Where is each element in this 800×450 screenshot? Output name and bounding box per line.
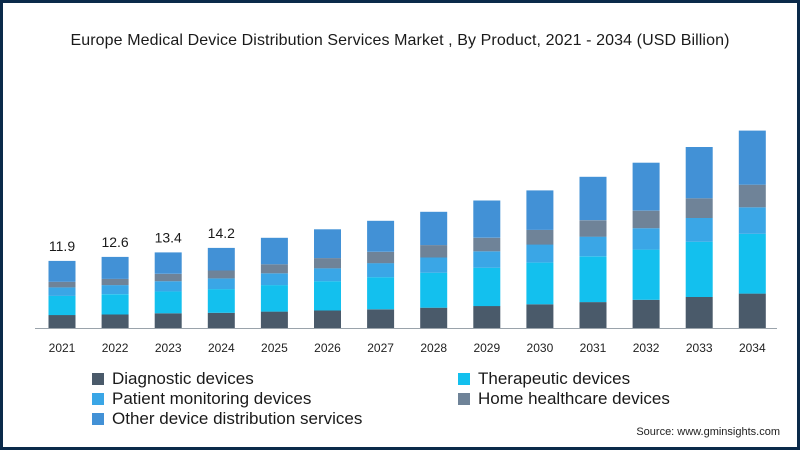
bar-segment-therapeutic-devices-2030 (526, 262, 554, 305)
bar-segment-therapeutic-devices-2032 (632, 249, 660, 300)
bar-segment-other-device-distribution-services-2030 (526, 190, 554, 230)
x-tick-label-2025: 2025 (261, 341, 288, 355)
x-tick-label-2026: 2026 (314, 341, 341, 355)
bar-segment-other-device-distribution-services-2028 (420, 211, 448, 246)
bar-segment-home-healthcare-devices-2025 (260, 264, 288, 274)
x-tick-label-2024: 2024 (208, 341, 235, 355)
bar-segment-home-healthcare-devices-2022 (101, 278, 129, 286)
x-tick-label-2032: 2032 (633, 341, 660, 355)
bar-segment-therapeutic-devices-2031 (579, 256, 607, 303)
bar-segment-diagnostic-devices-2022 (101, 314, 129, 328)
bar-segment-patient-monitoring-devices-2027 (367, 263, 395, 278)
bar-segment-home-healthcare-devices-2026 (314, 258, 341, 269)
bar-segment-therapeutic-devices-2021 (48, 295, 76, 316)
bar-segment-other-device-distribution-services-2031 (579, 176, 607, 221)
bar-segment-other-device-distribution-services-2026 (314, 229, 341, 259)
data-label-2022: 12.6 (101, 234, 128, 250)
bar-segment-patient-monitoring-devices-2023 (154, 281, 182, 292)
x-tick-label-2030: 2030 (527, 341, 554, 355)
bar-segment-home-healthcare-devices-2029 (473, 237, 501, 252)
bar-segment-therapeutic-devices-2034 (738, 233, 766, 294)
bar-segment-diagnostic-devices-2033 (685, 297, 713, 328)
bar-segment-patient-monitoring-devices-2026 (314, 268, 341, 282)
bar-segment-patient-monitoring-devices-2025 (260, 273, 288, 286)
bar-segment-diagnostic-devices-2021 (48, 315, 76, 328)
bar-segment-therapeutic-devices-2023 (154, 291, 182, 314)
bar-segment-therapeutic-devices-2024 (207, 289, 235, 313)
bar-segment-other-device-distribution-services-2024 (207, 247, 235, 271)
data-label-2023: 13.4 (155, 229, 182, 245)
bar-segment-therapeutic-devices-2025 (260, 285, 288, 312)
bar-segment-patient-monitoring-devices-2030 (526, 244, 554, 263)
x-tick-label-2021: 2021 (49, 341, 76, 355)
bar-segment-home-healthcare-devices-2024 (207, 270, 235, 279)
x-tick-label-2028: 2028 (420, 341, 447, 355)
bar-segment-other-device-distribution-services-2033 (685, 147, 713, 199)
bar-segment-therapeutic-devices-2033 (685, 241, 713, 297)
bar-segment-therapeutic-devices-2029 (473, 267, 501, 307)
bar-segment-other-device-distribution-services-2025 (260, 237, 288, 265)
bar-segment-other-device-distribution-services-2022 (101, 256, 129, 279)
bar-segment-therapeutic-devices-2026 (314, 281, 341, 311)
bar-segment-therapeutic-devices-2022 (101, 294, 129, 315)
bar-segment-patient-monitoring-devices-2021 (48, 287, 76, 296)
x-tick-label-2034: 2034 (739, 341, 766, 355)
data-label-2021: 11.9 (49, 238, 75, 254)
bar-segment-patient-monitoring-devices-2031 (579, 236, 607, 257)
x-tick-label-2033: 2033 (686, 341, 713, 355)
bar-segment-diagnostic-devices-2024 (207, 312, 235, 328)
bar-segment-diagnostic-devices-2028 (420, 307, 448, 328)
x-tick-label-2027: 2027 (367, 341, 394, 355)
bar-segment-diagnostic-devices-2023 (154, 313, 182, 328)
bar-segment-therapeutic-devices-2027 (367, 277, 395, 310)
bar-segment-patient-monitoring-devices-2024 (207, 278, 235, 290)
chart-title: Europe Medical Device Distribution Servi… (70, 32, 730, 49)
bar-segment-other-device-distribution-services-2032 (632, 162, 660, 211)
bar-segment-patient-monitoring-devices-2034 (738, 207, 766, 234)
bar-segment-diagnostic-devices-2030 (526, 304, 554, 328)
bar-segment-home-healthcare-devices-2028 (420, 245, 448, 258)
bar-segment-diagnostic-devices-2034 (738, 293, 766, 328)
x-tick-label-2031: 2031 (580, 341, 607, 355)
bar-segment-home-healthcare-devices-2034 (738, 184, 766, 208)
bar-segment-diagnostic-devices-2027 (367, 309, 395, 328)
x-tick-label-2023: 2023 (155, 341, 182, 355)
source-note: Source: www.gminsights.com (636, 426, 780, 438)
bar-segment-patient-monitoring-devices-2028 (420, 257, 448, 273)
bar-segment-home-healthcare-devices-2031 (579, 220, 607, 237)
bar-segment-therapeutic-devices-2028 (420, 272, 448, 308)
bar-segment-patient-monitoring-devices-2032 (632, 228, 660, 250)
bar-segment-diagnostic-devices-2029 (473, 306, 501, 328)
bar-segment-patient-monitoring-devices-2022 (101, 285, 129, 295)
bar-segment-home-healthcare-devices-2030 (526, 229, 554, 245)
bar-segment-other-device-distribution-services-2027 (367, 220, 395, 252)
x-tick-label-2022: 2022 (102, 341, 129, 355)
bar-segment-other-device-distribution-services-2029 (473, 200, 501, 238)
bar-segment-diagnostic-devices-2031 (579, 302, 607, 328)
bar-segment-home-healthcare-devices-2023 (154, 273, 182, 282)
data-label-2024: 14.2 (208, 225, 235, 241)
bar-segment-other-device-distribution-services-2034 (738, 130, 766, 185)
bar-segment-home-healthcare-devices-2032 (632, 210, 660, 229)
bar-segment-patient-monitoring-devices-2029 (473, 251, 501, 268)
bar-segment-home-healthcare-devices-2033 (685, 198, 713, 218)
bar-segment-home-healthcare-devices-2027 (367, 251, 395, 264)
bar-segment-diagnostic-devices-2032 (632, 299, 660, 328)
bar-segment-home-healthcare-devices-2021 (48, 281, 76, 288)
x-tick-label-2029: 2029 (473, 341, 500, 355)
bar-segment-other-device-distribution-services-2023 (154, 252, 182, 274)
bar-segment-patient-monitoring-devices-2033 (685, 218, 713, 242)
bar-segment-other-device-distribution-services-2021 (48, 260, 76, 282)
bar-segment-diagnostic-devices-2026 (314, 310, 341, 328)
bar-segment-diagnostic-devices-2025 (260, 311, 288, 328)
